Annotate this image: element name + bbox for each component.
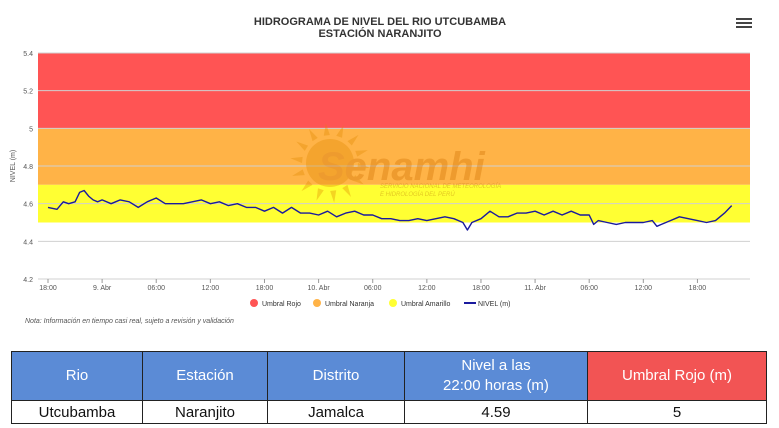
hamburger-menu-icon[interactable] [736,16,752,30]
series-layer [47,189,733,231]
sun-ray [323,123,330,136]
watermark-tagline-2: E HIDROLOGÍA DEL PERÚ [380,191,455,198]
x-tick-label: 18:00 [472,285,490,292]
table-header-row: Rio Estación Distrito Nivel a las 22:00 … [11,351,767,401]
x-axis-ticks: 18:00 9. Abr 06:00 12:00 18:00 10. Abr 06:00 12… [39,279,706,292]
sun-ray [308,128,318,142]
x-tick-label: 18:00 [39,285,57,292]
chart-svg: HIDROGRAMA DE NIVEL DEL RIO UTCUBAMBA ES… [10,16,750,308]
y-axis-ticks: 4.2 4.4 4.6 4.8 5 5.2 5.4 [23,51,33,284]
y-tick-label: 4.2 [23,277,33,284]
cell-estacion: Naranjito [142,400,268,424]
series-line-nivel [47,189,733,231]
legend-item[interactable]: Umbral Rojo [262,301,301,308]
sun-ray [351,175,364,185]
cell-rio: Utcubamba [11,400,143,424]
x-tick-label: 11. Abr [524,285,546,292]
sun-ray [342,184,352,198]
sun-ray [330,190,337,203]
x-tick-label: 10. Abr [308,285,331,292]
chart-subtitle: ESTACIÓN NARANJITO [318,27,441,40]
y-axis-label: NIVEL (m) [10,150,17,182]
legend-marker [389,299,397,307]
legend-marker [250,299,258,307]
sun-ray [292,169,305,176]
hydrograph-chart: HIDROGRAMA DE NIVEL DEL RIO UTCUBAMBA ES… [10,16,752,325]
legend-item[interactable]: Umbral Amarillo [401,301,451,308]
y-tick-label: 5.2 [23,89,33,96]
x-tick-label: 12:00 [418,285,436,292]
y-tick-label: 5.4 [23,51,33,58]
watermark-name: Senamhi [318,145,486,189]
sun-ray [290,156,303,163]
x-tick-label: 9. Abr [93,285,112,292]
legend-item[interactable]: Umbral Naranja [325,301,374,308]
x-tick-label: 18:00 [256,285,274,292]
sun-ray [347,134,359,146]
legend-marker [313,299,321,307]
x-tick-label: 12:00 [202,285,220,292]
sun-logo-icon [290,123,370,203]
legend-item[interactable]: NIVEL (m) [478,301,510,308]
watermark-tagline-1: SERVICIO NACIONAL DE METEOROLOGÍA [380,183,501,190]
y-tick-label: 4.8 [23,164,33,171]
header-nivel-line1: Nivel a las [461,357,531,374]
x-tick-label: 18:00 [689,285,707,292]
header-rio: Rio [11,351,143,401]
y-tick-label: 4.6 [23,202,33,209]
band-umbral-naranja [38,128,750,185]
cell-nivel: 4.59 [404,400,588,424]
header-nivel: Nivel a las 22:00 horas (m) [404,351,588,401]
sun-ray [296,141,309,151]
y-tick-label: 4.4 [23,239,33,246]
cell-umbral-rojo: 5 [587,400,767,424]
chart-title: HIDROGRAMA DE NIVEL DEL RIO UTCUBAMBA [254,16,506,28]
header-estacion: Estación [142,351,268,401]
header-distrito: Distrito [267,351,405,401]
sun-ray [301,180,313,192]
sun-ray [357,163,370,170]
x-tick-label: 06:00 [147,285,165,292]
summary-table: Rio Estación Distrito Nivel a las 22:00 … [11,351,767,424]
table-row: Utcubamba Naranjito Jamalca 4.59 5 [11,400,767,424]
header-nivel-line2: 22:00 horas (m) [443,377,549,394]
data-note: Nota: Información en tiempo casi real, s… [25,318,234,325]
header-umbral-rojo: Umbral Rojo (m) [587,351,767,401]
x-tick-label: 06:00 [364,285,382,292]
chart-legend[interactable]: Umbral Rojo Umbral Naranja Umbral Amarillo… [250,299,510,308]
grid-lines [38,52,750,280]
cell-distrito: Jamalca [267,400,405,424]
sun-ray [355,150,368,157]
y-tick-label: 5 [29,126,33,133]
x-tick-label: 12:00 [635,285,653,292]
sun-ray [316,188,324,201]
sun-ray [336,125,344,138]
x-tick-label: 06:00 [580,285,598,292]
senamhi-watermark: Senamhi SERVICIO NACIONAL DE METEOROLOGÍ… [290,123,501,203]
